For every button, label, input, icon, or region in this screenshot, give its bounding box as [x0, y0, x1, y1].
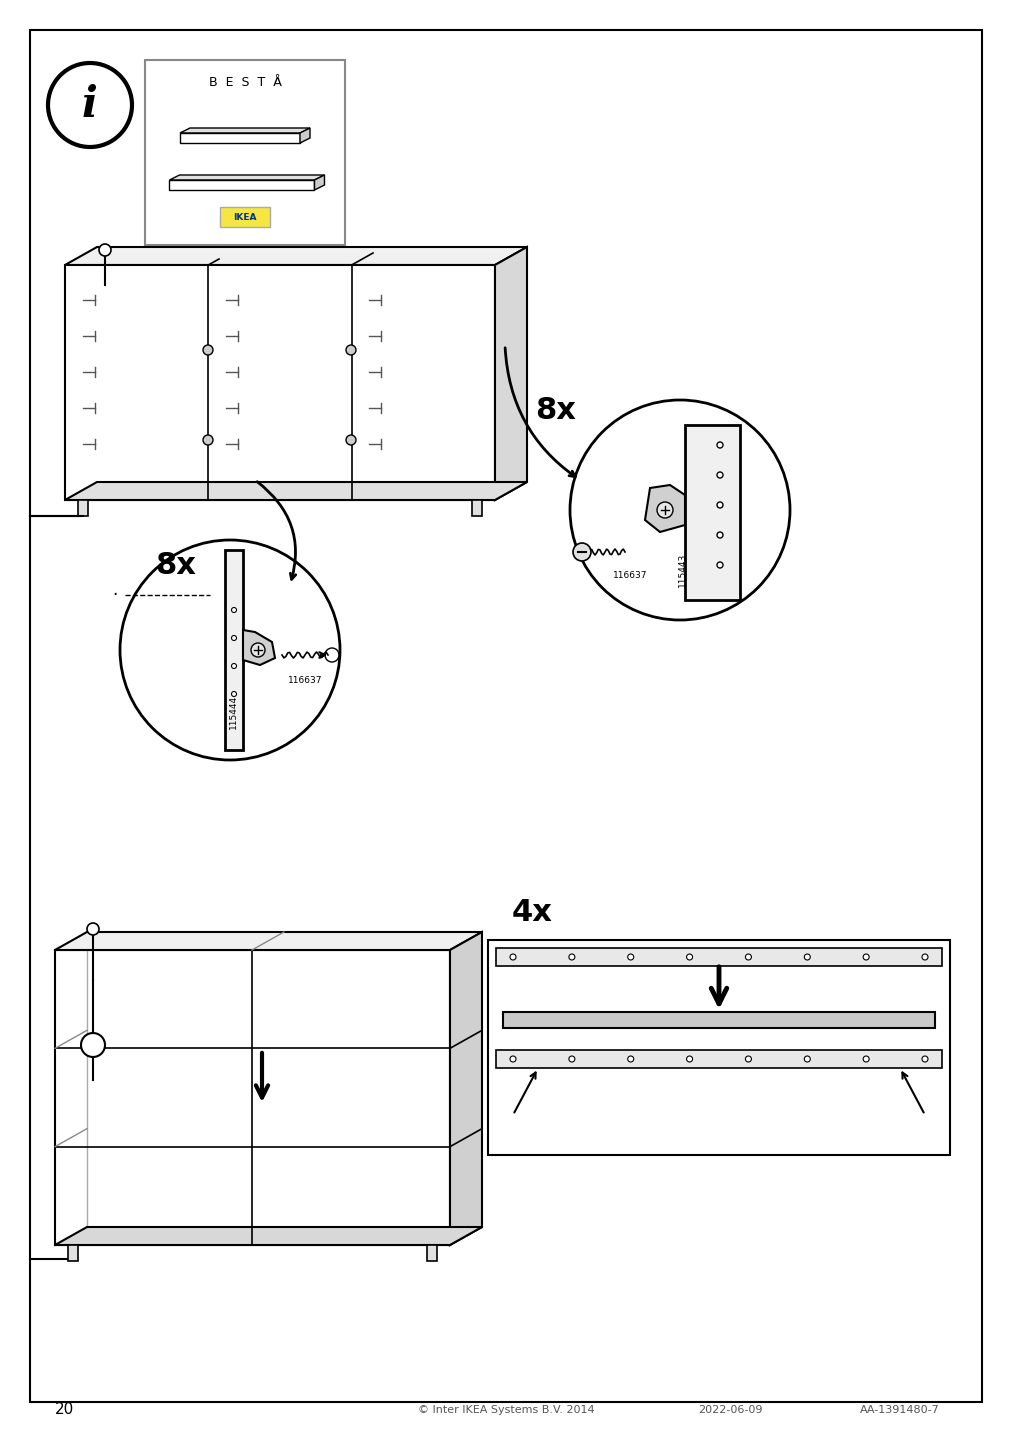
Polygon shape	[55, 932, 481, 949]
Circle shape	[232, 692, 237, 696]
Bar	[68, 1244, 78, 1262]
Text: 20: 20	[55, 1402, 74, 1418]
Text: 8x: 8x	[535, 395, 575, 424]
Circle shape	[232, 607, 237, 613]
Circle shape	[627, 1055, 633, 1063]
Polygon shape	[314, 175, 325, 190]
Circle shape	[685, 954, 692, 959]
Circle shape	[804, 1055, 810, 1063]
Circle shape	[921, 1055, 927, 1063]
Circle shape	[716, 533, 722, 538]
Circle shape	[346, 345, 356, 355]
Text: 4x: 4x	[512, 898, 552, 927]
Circle shape	[572, 543, 590, 561]
Circle shape	[862, 1055, 868, 1063]
Circle shape	[745, 954, 751, 959]
Bar	[78, 500, 88, 516]
Circle shape	[656, 503, 672, 518]
Polygon shape	[55, 1227, 481, 1244]
Circle shape	[232, 663, 237, 669]
Bar	[219, 208, 270, 228]
Circle shape	[48, 63, 131, 147]
Text: AA-1391480-7: AA-1391480-7	[859, 1405, 939, 1415]
Bar	[684, 425, 739, 600]
Polygon shape	[180, 127, 309, 133]
Bar	[495, 1050, 941, 1068]
Polygon shape	[169, 180, 314, 190]
Circle shape	[203, 345, 212, 355]
Circle shape	[568, 954, 574, 959]
Bar	[224, 550, 243, 750]
Polygon shape	[65, 246, 527, 265]
Text: i: i	[82, 84, 98, 126]
Polygon shape	[299, 127, 309, 143]
Polygon shape	[169, 175, 325, 180]
Polygon shape	[450, 932, 481, 1244]
Text: B  E  S  T  Å: B E S T Å	[208, 76, 281, 89]
Circle shape	[81, 1032, 105, 1057]
Circle shape	[716, 561, 722, 569]
Circle shape	[510, 954, 516, 959]
Text: ·: ·	[112, 586, 117, 604]
Text: 115444: 115444	[228, 695, 238, 729]
Circle shape	[87, 924, 99, 935]
Bar	[495, 948, 941, 967]
Text: 8x: 8x	[155, 550, 196, 580]
Circle shape	[99, 243, 111, 256]
Polygon shape	[180, 133, 299, 143]
Bar	[487, 939, 949, 1156]
Circle shape	[804, 954, 810, 959]
Bar	[145, 60, 345, 245]
Circle shape	[346, 435, 356, 445]
Circle shape	[203, 435, 212, 445]
Polygon shape	[243, 630, 275, 664]
Bar	[427, 1244, 437, 1262]
Polygon shape	[65, 265, 494, 500]
Text: 116637: 116637	[287, 676, 321, 684]
Bar	[502, 1012, 934, 1028]
Circle shape	[716, 473, 722, 478]
Circle shape	[251, 643, 265, 657]
Circle shape	[627, 954, 633, 959]
Text: © Inter IKEA Systems B.V. 2014: © Inter IKEA Systems B.V. 2014	[418, 1405, 593, 1415]
Text: 115443: 115443	[676, 553, 685, 587]
Circle shape	[568, 1055, 574, 1063]
Polygon shape	[65, 483, 527, 500]
Circle shape	[569, 400, 790, 620]
Text: IKEA: IKEA	[233, 212, 257, 222]
Text: 116637: 116637	[612, 570, 647, 580]
Circle shape	[745, 1055, 751, 1063]
Polygon shape	[644, 485, 684, 533]
Bar	[471, 500, 481, 516]
Circle shape	[232, 636, 237, 640]
Circle shape	[862, 954, 868, 959]
Circle shape	[716, 442, 722, 448]
Circle shape	[120, 540, 340, 760]
Polygon shape	[494, 246, 527, 500]
Circle shape	[716, 503, 722, 508]
Text: 2022-06-09: 2022-06-09	[697, 1405, 761, 1415]
Circle shape	[510, 1055, 516, 1063]
Circle shape	[921, 954, 927, 959]
Circle shape	[685, 1055, 692, 1063]
